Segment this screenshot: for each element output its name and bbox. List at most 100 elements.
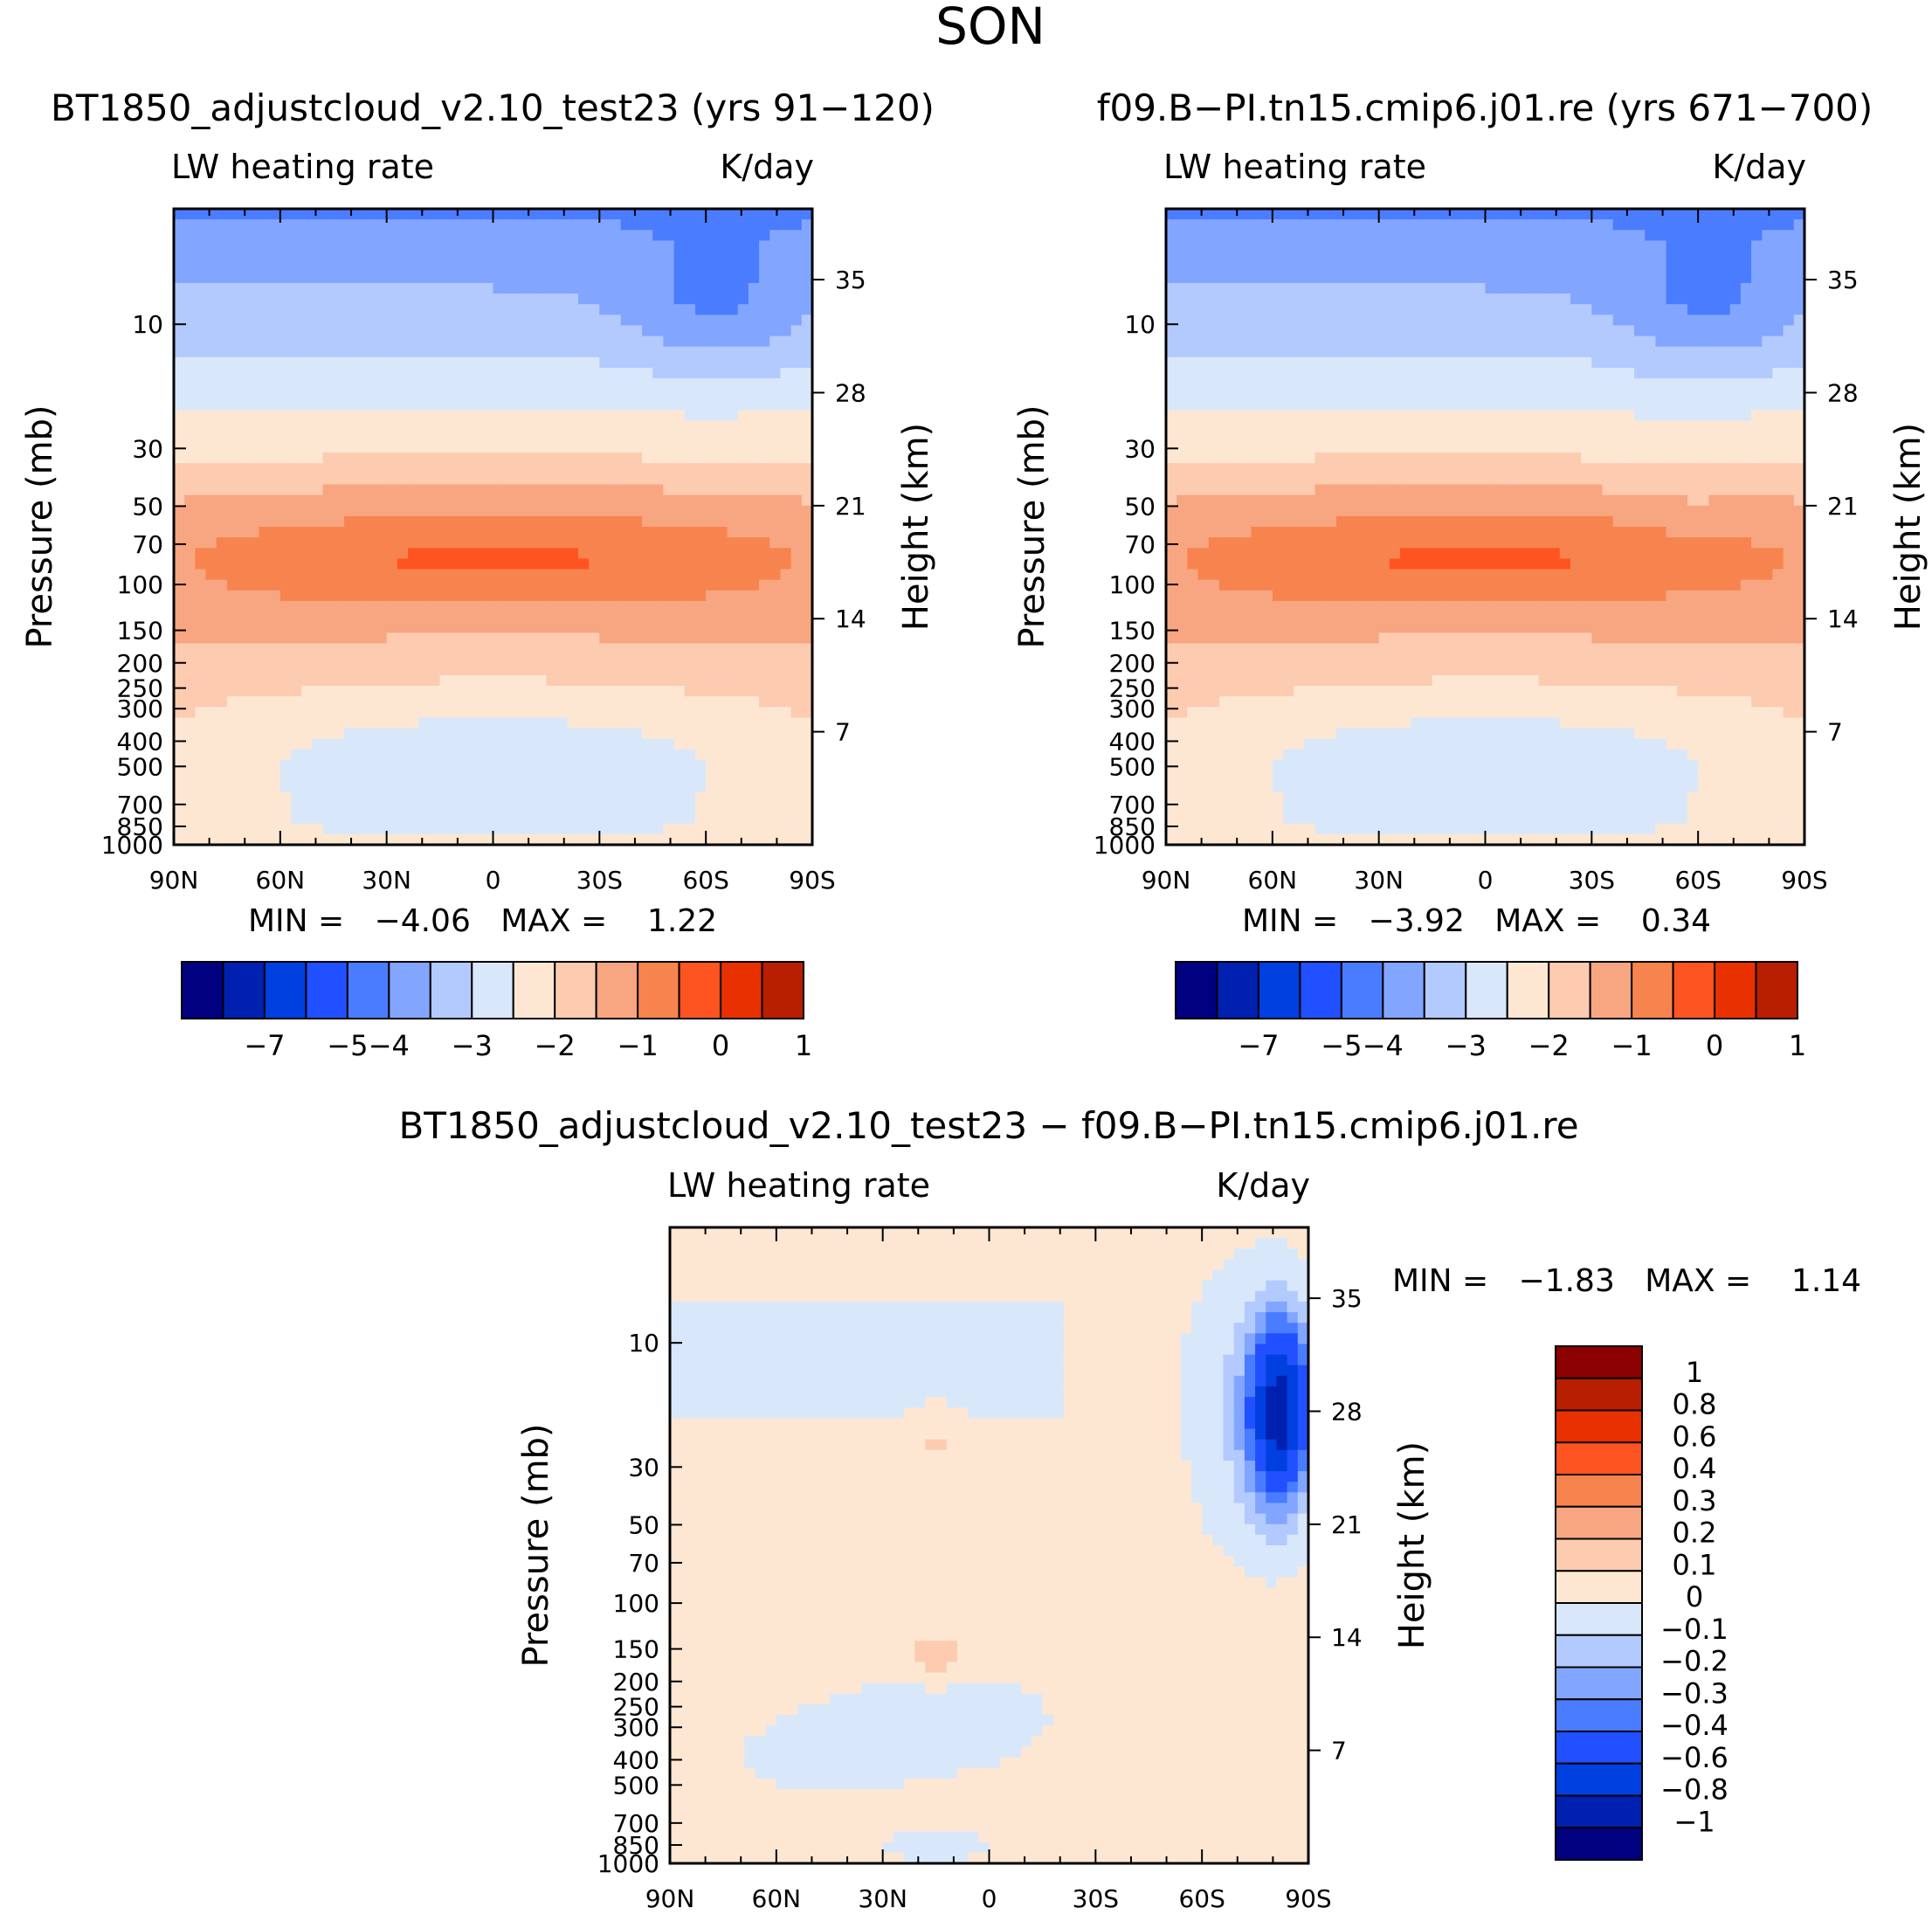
field-cell <box>418 473 430 486</box>
field-cell <box>184 378 196 390</box>
field-cell <box>631 674 643 687</box>
field-cell <box>226 453 238 464</box>
field-cell <box>312 717 324 729</box>
field-cell <box>386 823 398 835</box>
field-cell <box>439 356 452 369</box>
field-cell <box>546 632 558 645</box>
field-cell <box>694 696 707 708</box>
field-cell <box>1230 368 1241 379</box>
field-cell <box>238 240 249 252</box>
field-cell <box>408 410 419 422</box>
field-cell <box>737 696 749 708</box>
field-cell <box>1283 802 1294 814</box>
field-cell <box>397 548 409 559</box>
field-cell <box>727 537 739 549</box>
field-cell <box>248 304 260 315</box>
field-cell <box>546 749 558 761</box>
field-cell <box>493 537 505 549</box>
field-cell <box>535 686 548 697</box>
field-cell <box>577 389 590 400</box>
field-cell <box>1272 558 1284 570</box>
field-cell <box>1208 653 1220 666</box>
field-cell <box>248 674 260 687</box>
field-cell <box>460 717 473 729</box>
field-cell <box>759 696 770 708</box>
field-cell <box>1304 505 1316 517</box>
field-cell <box>386 833 398 845</box>
field-cell <box>205 473 217 486</box>
field-cell <box>1197 802 1210 814</box>
field-cell <box>769 494 782 507</box>
field-cell <box>1261 282 1273 294</box>
field-cell <box>1218 209 1231 220</box>
field-cell <box>1314 664 1327 676</box>
field-cell <box>1240 294 1252 305</box>
field-cell <box>450 738 462 750</box>
field-cell <box>1325 410 1337 422</box>
field-cell <box>790 717 803 729</box>
field-cell <box>460 505 473 517</box>
field-cell <box>1368 251 1380 263</box>
field-cell <box>790 738 803 750</box>
field-cell <box>450 590 462 602</box>
field-cell <box>343 770 355 782</box>
field-cell <box>343 590 355 602</box>
field-cell <box>748 356 760 369</box>
field-cell <box>322 802 335 814</box>
field-cell <box>355 653 366 666</box>
field-cell <box>1304 346 1316 358</box>
field-cell <box>1272 325 1284 337</box>
field-cell <box>1294 325 1305 337</box>
field-cell <box>780 209 792 220</box>
field-cell <box>631 770 643 782</box>
field-cell <box>706 209 717 220</box>
field-cell <box>1197 612 1210 623</box>
field-cell <box>759 463 770 474</box>
field-cell <box>216 548 228 559</box>
field-cell <box>450 261 462 273</box>
field-cell <box>429 473 441 486</box>
field-cell <box>343 294 355 305</box>
field-cell <box>397 643 409 655</box>
field-cell <box>1314 325 1327 337</box>
field-cell <box>429 653 441 666</box>
field-cell <box>1335 473 1348 486</box>
field-cell <box>450 653 462 666</box>
field-cell <box>727 261 739 273</box>
field-cell <box>301 515 313 528</box>
field-cell <box>589 505 600 517</box>
field-cell <box>418 590 430 602</box>
field-cell <box>1347 378 1358 390</box>
field-cell <box>801 770 812 782</box>
field-cell <box>556 261 569 273</box>
field-cell <box>460 527 473 538</box>
field-cell <box>1166 399 1177 411</box>
field-cell <box>706 399 717 411</box>
field-cell <box>1230 325 1241 337</box>
field-cell <box>737 261 749 273</box>
field-cell <box>1294 812 1305 825</box>
field-cell <box>216 600 228 612</box>
field-cell <box>376 781 388 792</box>
field-cell <box>386 453 398 464</box>
field-cell <box>386 251 398 263</box>
field-cell <box>1208 251 1220 263</box>
field-cell <box>1368 527 1380 538</box>
field-cell <box>589 770 600 782</box>
field-cell <box>599 537 611 549</box>
field-cell <box>780 261 792 273</box>
field-cell <box>333 738 345 750</box>
field-cell <box>684 548 696 559</box>
field-cell <box>238 781 249 792</box>
field-cell <box>706 441 717 453</box>
field-cell <box>631 612 643 623</box>
field-cell <box>365 294 377 305</box>
field-cell <box>482 632 494 645</box>
field-cell <box>301 600 313 612</box>
field-cell <box>673 219 686 231</box>
field-cell <box>1251 527 1263 538</box>
field-cell <box>652 548 665 559</box>
field-cell <box>1208 335 1220 348</box>
field-cell <box>737 272 749 284</box>
field-cell <box>673 314 686 327</box>
